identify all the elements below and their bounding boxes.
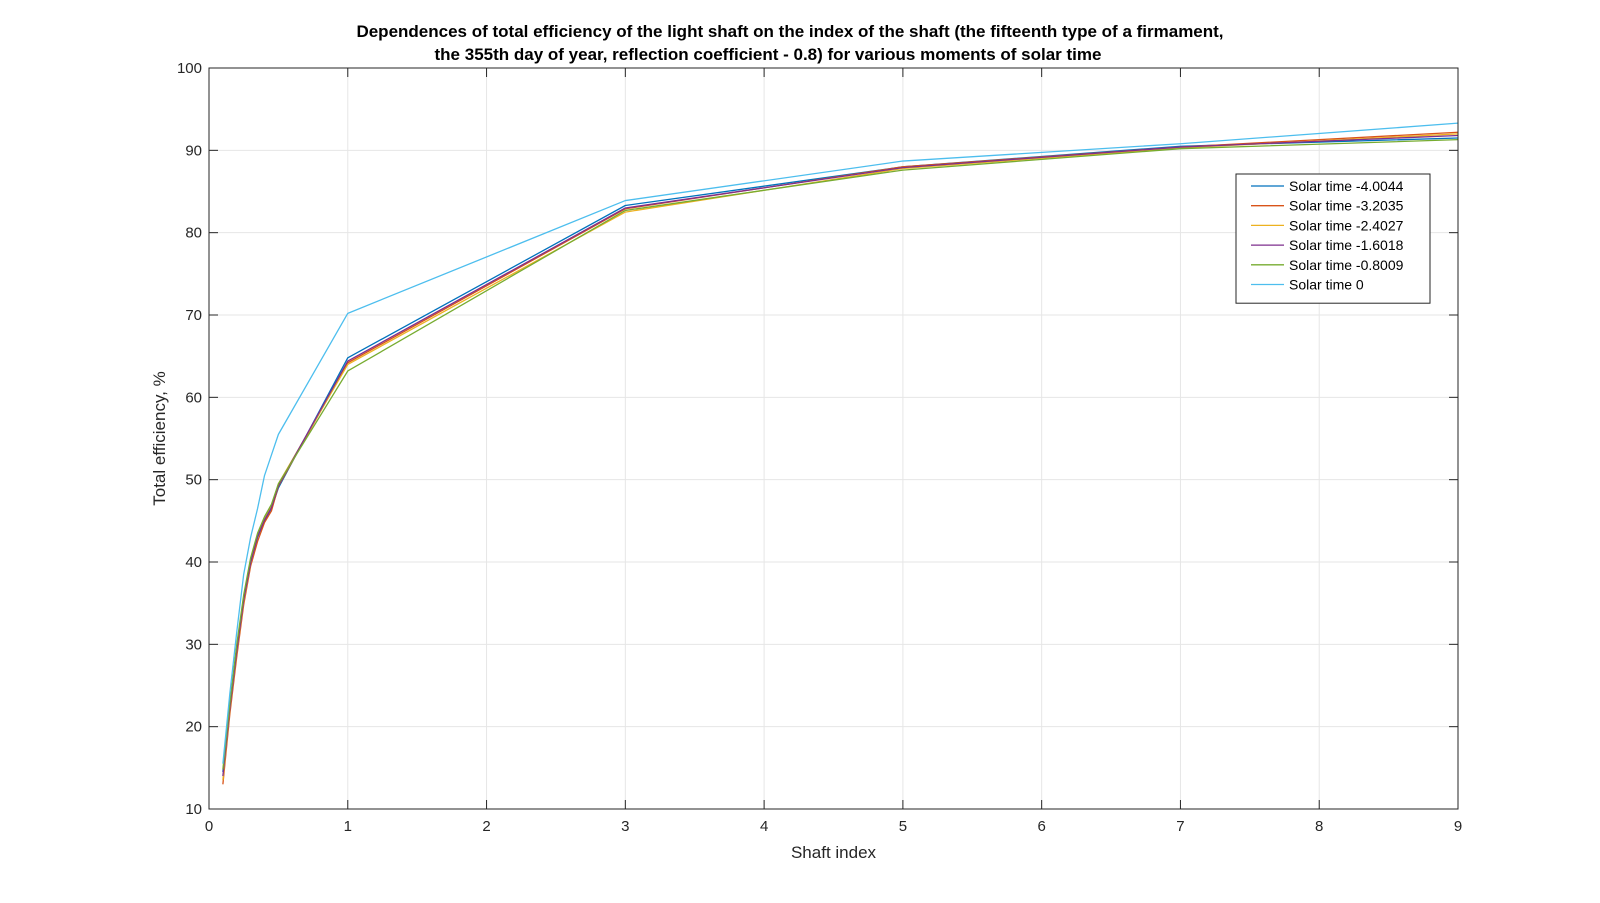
chart-title-line-1: Dependences of total efficiency of the l… (356, 22, 1223, 41)
x-tick-label: 8 (1315, 818, 1323, 835)
y-tick-label: 20 (185, 719, 202, 736)
legend-label-6: Solar time 0 (1289, 277, 1364, 293)
x-tick-label: 5 (899, 818, 907, 835)
y-tick-label: 100 (177, 60, 202, 77)
y-tick-label: 70 (185, 307, 202, 324)
plot-area-box (208, 67, 1459, 810)
x-tick-label: 4 (760, 818, 768, 835)
legend-box (1235, 173, 1431, 304)
series-line-4 (222, 134, 1459, 777)
legend-label-1: Solar time -4.0044 (1289, 178, 1404, 194)
chart-title-line-2: the 355th day of year, reflection coeffi… (435, 45, 1102, 64)
series-line-5 (222, 138, 1459, 770)
legend-label-2: Solar time -3.2035 (1289, 198, 1404, 214)
y-tick-label: 80 (185, 225, 202, 242)
grid-lines (209, 68, 1458, 809)
x-tick-label: 2 (482, 818, 490, 835)
x-axis-label: Shaft index (791, 843, 877, 862)
y-tick-label: 40 (185, 554, 202, 571)
axis-ticks: 0 1 2 3 4 5 6 7 8 9 10 20 30 40 50 60 70 80 90 100 (177, 60, 1462, 835)
legend-label-4: Solar time -1.6018 (1289, 237, 1404, 253)
y-tick-label: 90 (185, 142, 202, 159)
legend-label-3: Solar time -2.4027 (1289, 217, 1404, 233)
y-tick-label: 30 (185, 636, 202, 653)
x-tick-label: 6 (1037, 818, 1045, 835)
x-tick-label: 1 (344, 818, 352, 835)
series-lines (222, 122, 1459, 785)
legend-label-5: Solar time -0.8009 (1289, 257, 1404, 273)
x-tick-label: 7 (1176, 818, 1184, 835)
legend: Solar time -4.0044 Solar time -3.2035 Sola… (1235, 173, 1431, 304)
chart-title: Dependences of total efficiency of the l… (356, 22, 1223, 64)
x-tick-label: 9 (1454, 818, 1462, 835)
x-tick-label: 3 (621, 818, 629, 835)
y-tick-label: 10 (185, 801, 202, 818)
y-axis-label: Total efficiency, % (150, 371, 169, 506)
series-line-6 (222, 122, 1459, 764)
y-tick-label: 50 (185, 472, 202, 489)
y-tick-label: 60 (185, 389, 202, 406)
x-tick-label: 0 (205, 818, 213, 835)
